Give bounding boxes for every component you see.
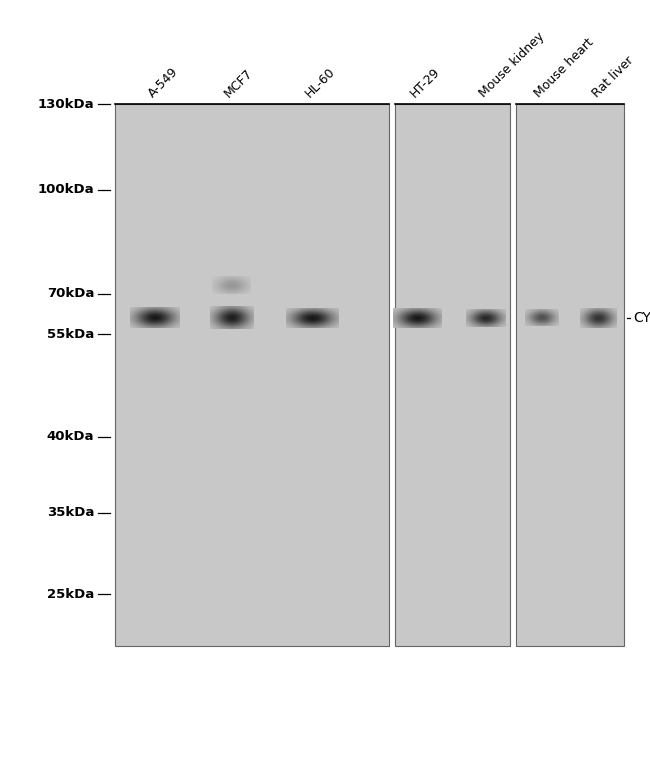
Text: 35kDa: 35kDa: [47, 506, 94, 519]
Text: HT-29: HT-29: [408, 66, 443, 101]
Text: 25kDa: 25kDa: [47, 588, 94, 601]
Text: 55kDa: 55kDa: [47, 328, 94, 341]
Text: 100kDa: 100kDa: [38, 183, 94, 196]
Text: CYP1B1: CYP1B1: [633, 311, 650, 325]
Text: Mouse kidney: Mouse kidney: [476, 30, 547, 101]
Bar: [395, 104, 510, 647]
Text: HL-60: HL-60: [303, 65, 338, 101]
Text: 70kDa: 70kDa: [47, 287, 94, 300]
Text: Rat liver: Rat liver: [590, 55, 636, 101]
Bar: [115, 104, 389, 647]
Text: MCF7: MCF7: [222, 67, 256, 101]
Text: A-549: A-549: [146, 65, 181, 101]
Text: 40kDa: 40kDa: [47, 431, 94, 443]
Text: 130kDa: 130kDa: [38, 98, 94, 111]
Text: Mouse heart: Mouse heart: [532, 36, 597, 101]
Bar: [516, 104, 625, 647]
